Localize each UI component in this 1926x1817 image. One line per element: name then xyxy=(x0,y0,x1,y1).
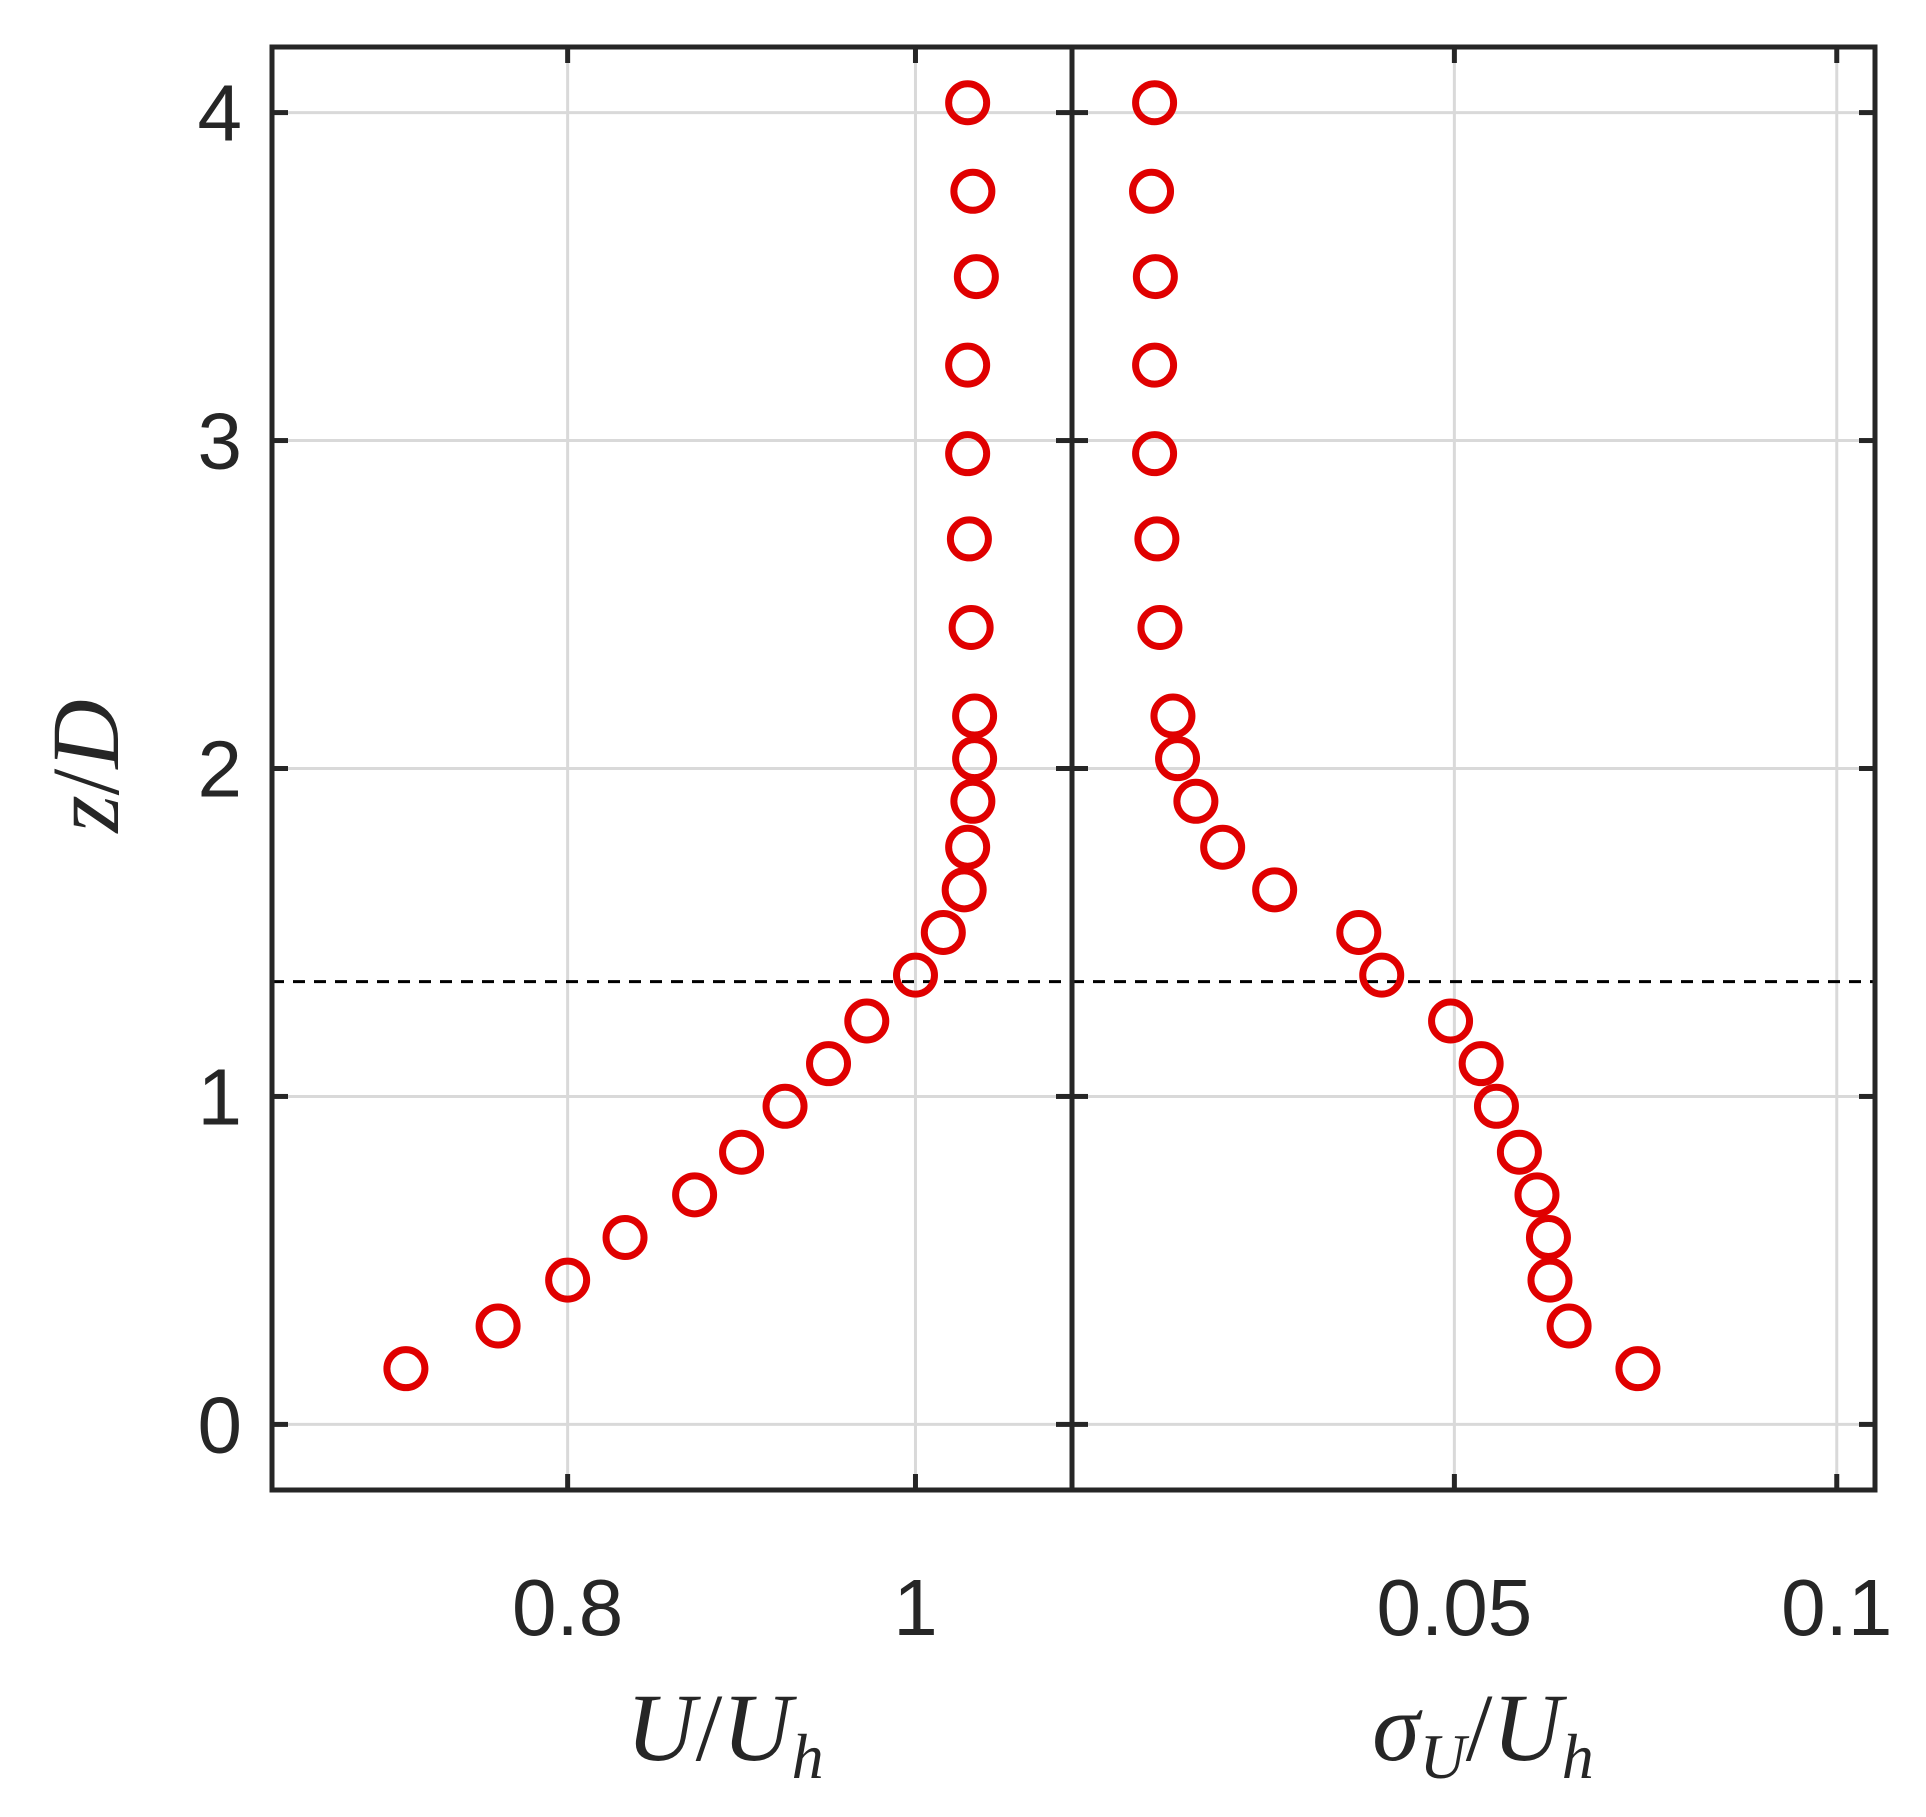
y-tick-label: 3 xyxy=(198,397,243,486)
right-data-point xyxy=(1134,516,1180,562)
left-data-point xyxy=(383,1346,429,1392)
left-data-point xyxy=(945,431,991,477)
right-panel: 0.05 0.1 xyxy=(1069,44,1893,1652)
y-axis-label-denominator: D xyxy=(32,699,139,770)
left-data-point xyxy=(602,1214,648,1260)
right-data-point xyxy=(1155,736,1201,782)
right-data-point xyxy=(1527,1257,1573,1303)
right-data-point xyxy=(1514,1172,1560,1218)
left-data-point xyxy=(952,693,998,739)
right-x-axis-label-denominator: U xyxy=(1492,1674,1567,1781)
right-x-tick-labels: 0.05 0.1 xyxy=(1377,1563,1893,1652)
left-data-point xyxy=(806,1041,852,1087)
left-panel: 0.8 1 xyxy=(269,44,1075,1652)
left-data-point xyxy=(892,952,938,998)
right-data-points xyxy=(1129,80,1661,1392)
left-x-axis-label-denominator: U xyxy=(722,1674,797,1781)
left-grid xyxy=(272,47,1072,1490)
right-x-axis-label-slash: / xyxy=(1466,1674,1493,1781)
right-data-point xyxy=(1252,867,1298,913)
left-x-tick-labels: 0.8 1 xyxy=(512,1563,938,1652)
y-tick-labels: 0 1 2 3 4 xyxy=(198,69,243,1470)
left-data-point xyxy=(475,1303,521,1349)
left-data-point xyxy=(941,867,987,913)
right-data-point xyxy=(1173,778,1219,824)
right-data-point xyxy=(1132,342,1178,388)
left-data-point xyxy=(952,736,998,782)
right-data-point xyxy=(1137,604,1183,650)
right-x-axis-label-sigma-subscript: U xyxy=(1420,1721,1470,1792)
left-data-point xyxy=(545,1257,591,1303)
left-data-point xyxy=(950,168,996,214)
left-data-point xyxy=(945,824,991,870)
left-data-point xyxy=(948,604,994,650)
right-x-axis-label-sigma: σ xyxy=(1372,1674,1423,1781)
right-data-point xyxy=(1200,824,1246,870)
left-data-point xyxy=(946,516,992,562)
right-data-point xyxy=(1150,693,1196,739)
left-data-point xyxy=(920,909,966,955)
left-x-axis-label-subscript: h xyxy=(792,1721,824,1792)
right-data-point xyxy=(1132,80,1178,126)
left-x-axis-label: U/Uh xyxy=(626,1674,823,1792)
right-data-point xyxy=(1132,254,1178,300)
y-tick-label: 2 xyxy=(198,725,243,814)
left-data-point xyxy=(844,998,890,1044)
y-axis-label-numerator: z xyxy=(32,795,139,834)
left-data-point xyxy=(719,1129,765,1175)
left-data-point xyxy=(762,1083,808,1129)
right-data-point xyxy=(1359,952,1405,998)
left-data-point xyxy=(672,1172,718,1218)
y-axis-label: z/D xyxy=(32,699,139,834)
right-data-point xyxy=(1525,1214,1571,1260)
left-x-axis-label-numerator: U xyxy=(626,1674,701,1781)
right-data-point xyxy=(1428,998,1474,1044)
right-x-tick-label: 0.05 xyxy=(1377,1563,1533,1652)
y-axis-label-slash: / xyxy=(32,768,139,795)
left-data-point xyxy=(950,778,996,824)
y-tick-label: 1 xyxy=(198,1052,243,1141)
y-tick-label: 4 xyxy=(198,69,243,158)
right-data-point xyxy=(1546,1303,1592,1349)
right-x-tick-label: 0.1 xyxy=(1781,1563,1892,1652)
left-data-point xyxy=(945,80,991,126)
left-x-axis-label-slash: / xyxy=(696,1674,723,1781)
right-data-point xyxy=(1496,1129,1542,1175)
right-data-point xyxy=(1129,168,1175,214)
right-ticks xyxy=(1072,47,1875,1490)
y-tick-label: 0 xyxy=(198,1380,243,1469)
right-data-point xyxy=(1473,1083,1519,1129)
right-x-axis-label-subscript: h xyxy=(1562,1721,1594,1792)
right-grid xyxy=(1072,47,1875,1490)
left-ticks xyxy=(272,47,1072,1490)
left-data-point xyxy=(953,254,999,300)
right-data-point xyxy=(1458,1041,1504,1087)
right-data-point xyxy=(1615,1346,1661,1392)
left-x-tick-label: 0.8 xyxy=(512,1563,623,1652)
right-x-axis-label: σU/Uh xyxy=(1372,1674,1594,1792)
left-data-point xyxy=(945,342,991,388)
left-data-points xyxy=(383,80,999,1392)
right-data-point xyxy=(1132,431,1178,477)
left-x-tick-label: 1 xyxy=(893,1563,938,1652)
right-data-point xyxy=(1336,909,1382,955)
